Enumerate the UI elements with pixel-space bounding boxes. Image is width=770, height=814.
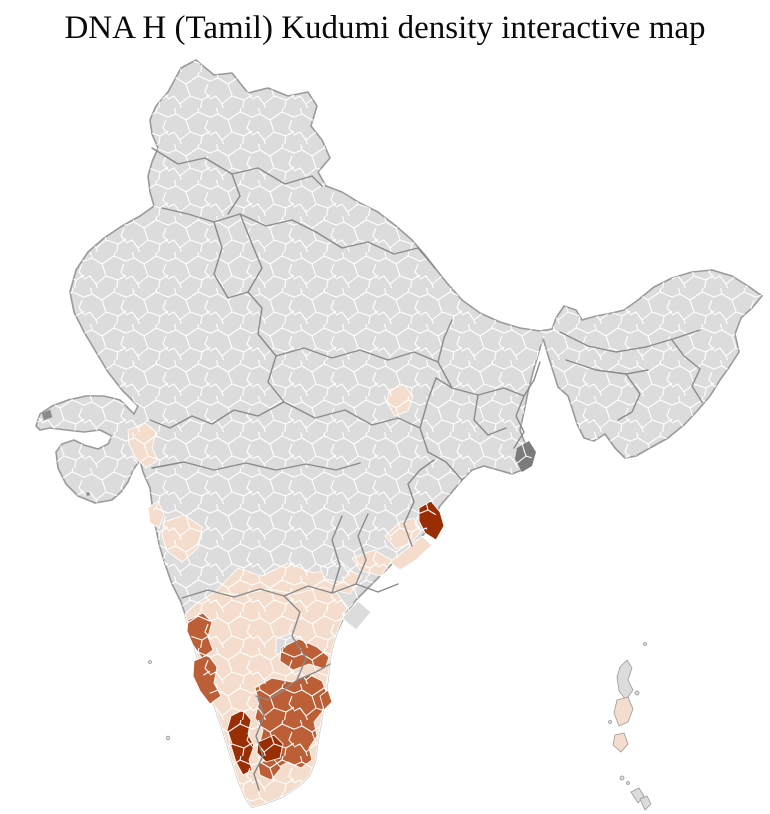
island-chains[interactable]: [41, 409, 652, 811]
island-speck: [619, 775, 625, 781]
andaman-island[interactable]: [616, 659, 634, 701]
india-map[interactable]: [35, 59, 763, 811]
region-no-data-hole[interactable]: [341, 600, 372, 631]
island-speck: [608, 720, 612, 724]
andaman-island[interactable]: [612, 732, 629, 753]
island-speck: [634, 690, 640, 696]
lakshadweep-island: [165, 735, 171, 741]
district-borders-mesh: [36, 60, 762, 807]
island-speck: [626, 781, 630, 785]
diu-island: [86, 492, 90, 496]
nicobar-island[interactable]: [639, 795, 652, 811]
map-title: DNA H (Tamil) Kudumi density interactive…: [64, 10, 706, 46]
andaman-island[interactable]: [613, 696, 634, 727]
island-speck: [643, 642, 647, 646]
lakshadweep-island: [148, 660, 152, 664]
kutch-island: [41, 409, 53, 421]
state-borders: [149, 147, 703, 791]
